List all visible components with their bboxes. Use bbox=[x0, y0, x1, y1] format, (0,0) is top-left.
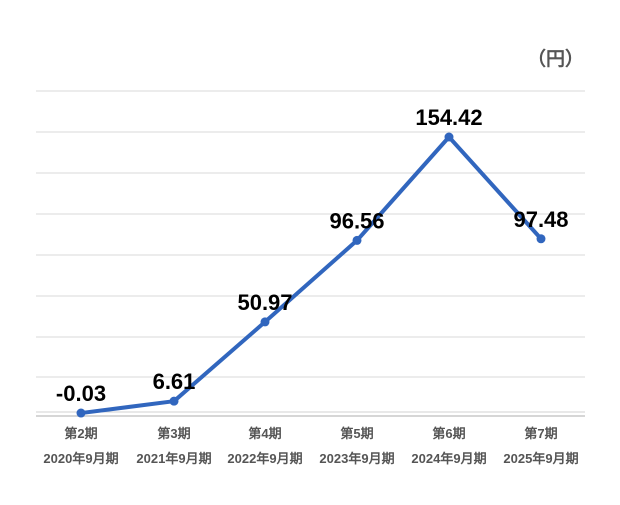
data-label: 6.61 bbox=[153, 369, 196, 394]
series-line bbox=[80, 135, 543, 416]
x-tick-sublabel: 2021年9月期 bbox=[136, 451, 211, 466]
data-point bbox=[536, 234, 546, 244]
x-tick-sublabel: 2024年9月期 bbox=[411, 451, 486, 466]
data-label: -0.03 bbox=[56, 381, 106, 406]
data-point bbox=[444, 132, 454, 142]
x-tick-label: 第7期 bbox=[524, 426, 557, 441]
data-label: 50.97 bbox=[237, 290, 292, 315]
data-point bbox=[260, 317, 270, 327]
x-tick-sublabel: 2023年9月期 bbox=[319, 451, 394, 466]
data-point bbox=[169, 396, 179, 406]
data-label: 97.48 bbox=[513, 207, 568, 232]
data-point bbox=[352, 235, 362, 245]
x-tick-label: 第4期 bbox=[248, 426, 281, 441]
x-tick-sublabel: 2022年9月期 bbox=[227, 451, 302, 466]
x-tick-sublabel: 2020年9月期 bbox=[43, 451, 118, 466]
x-tick-label: 第5期 bbox=[340, 426, 373, 441]
x-tick-sublabel: 2025年9月期 bbox=[503, 451, 578, 466]
data-point bbox=[76, 408, 86, 418]
x-tick-label: 第3期 bbox=[157, 426, 190, 441]
x-tick-label: 第2期 bbox=[64, 426, 97, 441]
data-label: 96.56 bbox=[329, 208, 384, 233]
data-label: 154.42 bbox=[415, 105, 482, 130]
x-tick-label: 第6期 bbox=[432, 426, 465, 441]
unit-label: （円） bbox=[526, 49, 584, 70]
